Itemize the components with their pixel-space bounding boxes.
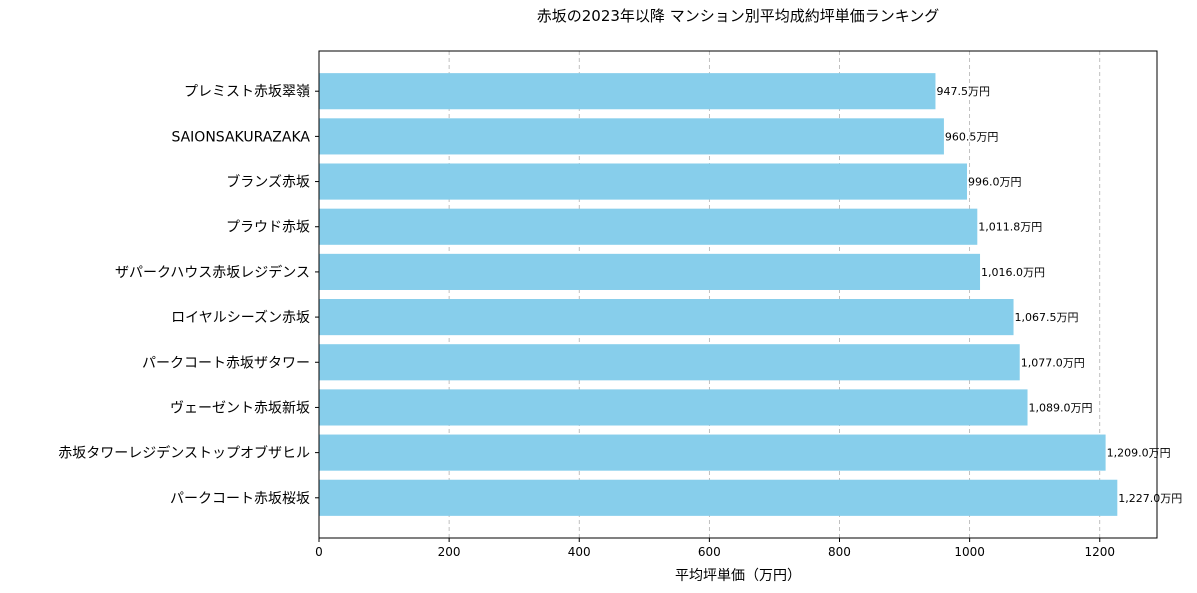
data-label: 996.0万円: [968, 176, 1022, 189]
x-tick-label: 1000: [954, 545, 985, 559]
data-label: 1,089.0万円: [1029, 401, 1093, 414]
data-label: 1,067.5万円: [1015, 311, 1079, 324]
bar: [319, 389, 1028, 426]
x-tick-label: 200: [438, 545, 461, 559]
x-axis-label: 平均坪単価（万円）: [675, 568, 801, 584]
y-tick-label: ザパークハウス赤坂レジデンス: [115, 264, 310, 281]
x-tick-label: 400: [568, 545, 591, 559]
y-tick-label: ブランズ赤坂: [226, 174, 310, 191]
data-label: 947.5万円: [936, 85, 990, 98]
bar: [319, 118, 944, 155]
data-label: 1,209.0万円: [1107, 447, 1171, 460]
bar: [319, 344, 1020, 381]
data-label: 1,227.0万円: [1118, 492, 1182, 505]
data-label: 1,011.8万円: [978, 221, 1042, 234]
bar: [319, 163, 968, 200]
bar: [319, 434, 1106, 471]
y-tick-label: 赤坂タワーレジデンストップオブザヒル: [58, 445, 310, 462]
bar: [319, 299, 1014, 336]
x-tick-label: 600: [698, 545, 721, 559]
bar: [319, 479, 1118, 516]
data-label: 960.5万円: [945, 130, 999, 143]
data-label: 1,077.0万円: [1021, 356, 1085, 369]
y-tick-label: ヴェーゼント赤坂新坂: [170, 399, 310, 416]
y-tick-label: SAIONSAKURAZAKA: [171, 129, 310, 145]
bar: [319, 208, 978, 245]
y-tick-label: プラウド赤坂: [226, 220, 310, 236]
plot-frame: [318, 50, 1158, 539]
chart-title: 赤坂の2023年以降 マンション別平均成約坪単価ランキング: [537, 7, 940, 25]
bar: [319, 253, 981, 290]
x-tick-label: 0: [315, 545, 323, 559]
x-tick-label: 800: [828, 545, 851, 559]
data-label: 1,016.0万円: [981, 266, 1045, 279]
y-tick-label: パークコート赤坂桜坂: [170, 491, 310, 507]
y-tick-label: パークコート赤坂ザタワー: [142, 355, 310, 371]
bar: [319, 73, 936, 110]
y-tick-label: プレミスト赤坂翠嶺: [184, 84, 310, 100]
x-tick-label: 1200: [1084, 545, 1115, 559]
y-tick-label: ロイヤルシーズン赤坂: [171, 310, 310, 326]
